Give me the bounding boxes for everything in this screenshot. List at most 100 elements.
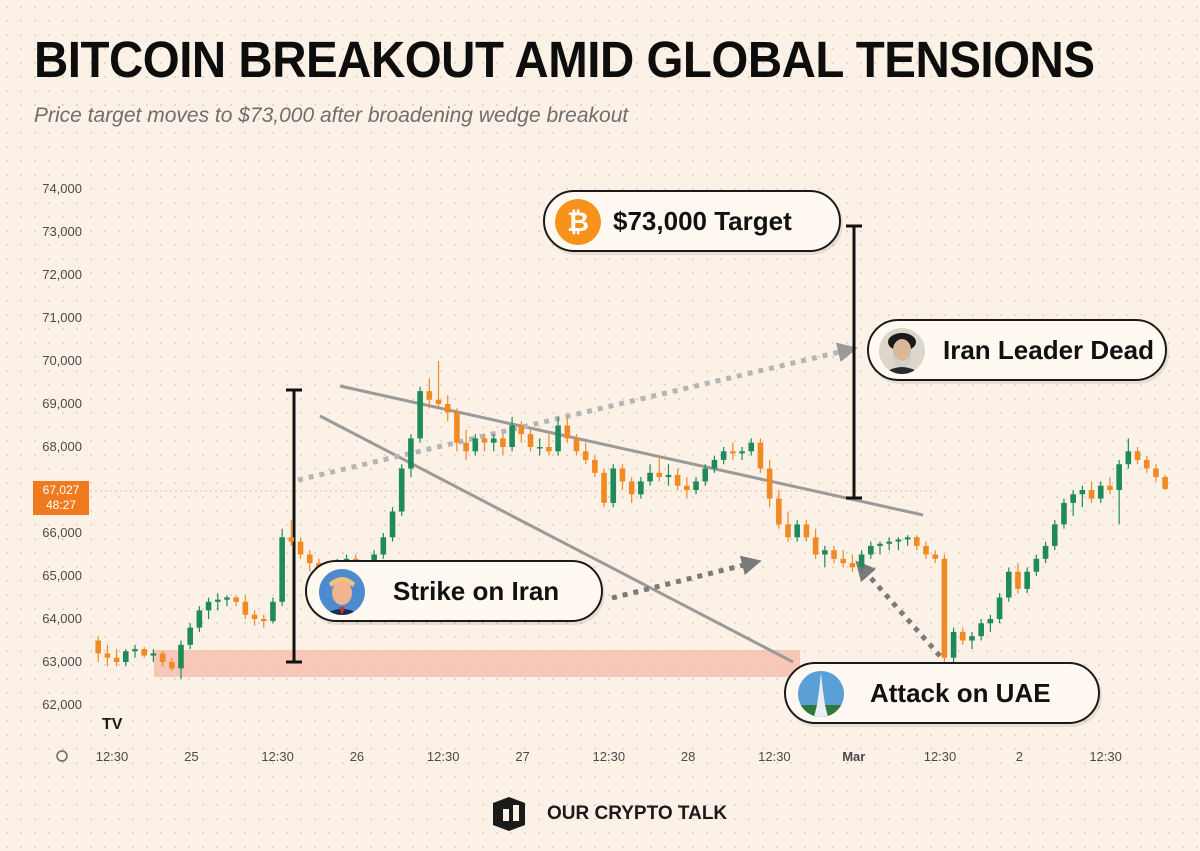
y-tick-label: 63,000 — [42, 654, 82, 669]
candle-body — [141, 649, 147, 656]
candle — [1143, 455, 1150, 473]
candle — [1107, 477, 1113, 495]
candle — [638, 477, 644, 499]
candle-body — [444, 404, 451, 413]
candle — [831, 545, 837, 564]
candle-body — [950, 631, 957, 658]
candle-body — [555, 425, 561, 452]
candle — [674, 468, 681, 490]
candle-body — [380, 537, 387, 555]
candle-body — [886, 541, 893, 544]
candle-body — [1015, 571, 1021, 589]
x-tick-label: 27 — [515, 749, 529, 764]
candle-body — [187, 627, 193, 645]
y-tick-label: 64,000 — [42, 611, 82, 626]
candle-body — [628, 481, 635, 495]
settings-icon — [56, 750, 68, 762]
candle — [720, 447, 727, 465]
candle — [950, 627, 957, 662]
candle-body — [104, 653, 111, 658]
candle-body — [527, 434, 534, 447]
candle — [260, 614, 267, 628]
candle — [1033, 554, 1040, 576]
candle-body — [757, 442, 764, 469]
candle-body — [776, 498, 782, 525]
candle — [233, 595, 239, 607]
candle-body — [840, 558, 847, 564]
candle-body — [711, 459, 718, 469]
candle — [1015, 563, 1021, 594]
candle — [132, 644, 138, 658]
skyscraper-icon — [798, 671, 844, 717]
candle — [518, 421, 525, 443]
candle-body — [490, 438, 497, 443]
candle-body — [1079, 490, 1086, 495]
candle — [297, 537, 304, 559]
callout-leader: Iran Leader Dead — [867, 319, 1167, 381]
candle — [886, 537, 893, 551]
candle — [141, 646, 147, 658]
candle-body — [858, 554, 865, 568]
candle — [601, 468, 607, 508]
candle-body — [205, 601, 212, 611]
candle — [168, 657, 175, 671]
candle-body — [509, 425, 515, 447]
candle-countdown: 48:27 — [45, 498, 77, 512]
candle-body — [730, 451, 736, 454]
candle-body — [748, 442, 755, 452]
candle — [251, 610, 258, 626]
candle-body — [279, 537, 285, 602]
bitcoin-icon: ₿ — [555, 199, 601, 245]
candle — [196, 606, 203, 632]
candle-body — [978, 623, 984, 637]
y-tick-label: 71,000 — [42, 310, 82, 325]
candle-body — [463, 442, 469, 452]
candle-body — [573, 438, 580, 452]
x-tick-label: Mar — [842, 749, 865, 764]
candle-body — [895, 539, 902, 542]
candle-body — [288, 537, 295, 542]
candle — [214, 593, 221, 611]
candle — [224, 595, 230, 607]
callout-target: ₿ $73,000 Target — [543, 190, 841, 252]
candle-body — [500, 438, 506, 447]
candle — [1070, 490, 1076, 516]
brand-name: OUR CRYPTO TALK — [547, 803, 728, 824]
candle — [205, 597, 212, 619]
y-axis: 62,000 63,000 64,000 65,000 66,000 68,000 69,0… — [42, 181, 82, 712]
candle-body — [923, 545, 929, 555]
candle — [408, 434, 414, 478]
portrait-icon — [879, 328, 925, 374]
callout-target-label: $73,000 Target — [613, 206, 792, 236]
candle-body — [196, 610, 203, 628]
candle-body — [1088, 490, 1095, 499]
callout-uae-label: Attack on UAE — [870, 678, 1051, 708]
wedge-upper-trendline — [339, 384, 924, 517]
candle — [1116, 459, 1122, 525]
candle-body — [251, 614, 258, 619]
candle-body — [987, 619, 994, 624]
candle — [555, 416, 561, 456]
candle — [592, 455, 598, 478]
candle-body — [472, 438, 479, 452]
candle — [95, 636, 101, 662]
measure-bar-right — [846, 224, 862, 500]
candle-body — [417, 391, 423, 439]
candle-body — [582, 451, 589, 460]
candle — [877, 541, 883, 555]
y-tick-label: 69,000 — [42, 396, 82, 411]
candle — [454, 408, 460, 452]
candle-body — [693, 481, 699, 490]
candle-body — [849, 563, 856, 568]
x-tick-label: 2 — [1016, 749, 1023, 764]
candle-body — [959, 631, 966, 641]
callout-strike-label: Strike on Iran — [393, 576, 560, 606]
candle-body — [1070, 494, 1076, 503]
candle-body — [702, 468, 709, 482]
candle — [1061, 498, 1067, 529]
x-tick-label: 12:30 — [427, 749, 460, 764]
candle-body — [913, 537, 920, 546]
candle-body — [150, 653, 157, 656]
candle — [932, 550, 938, 564]
candle-body — [592, 459, 598, 473]
